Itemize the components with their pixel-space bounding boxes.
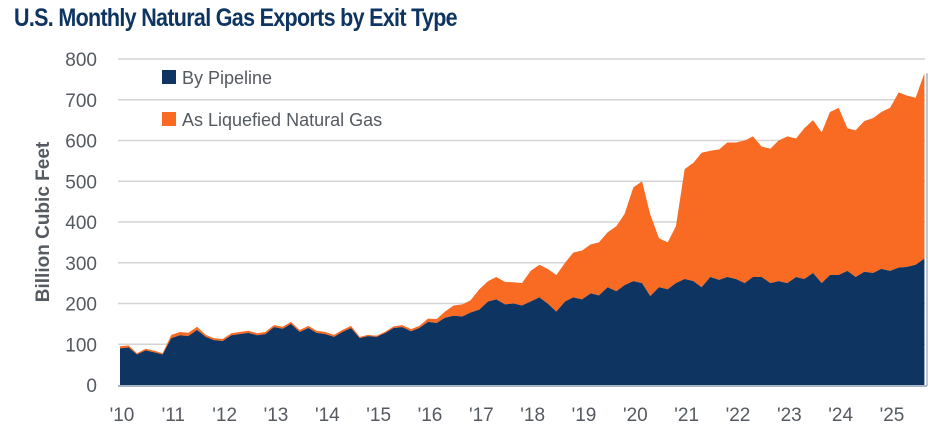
- legend-swatch: [162, 70, 176, 84]
- x-tick-label: '18: [520, 405, 545, 426]
- chart-title: U.S. Monthly Natural Gas Exports by Exit…: [14, 4, 458, 32]
- y-tick-label: 500: [65, 172, 97, 193]
- x-tick-label: '15: [366, 405, 391, 426]
- x-tick-label: '24: [828, 405, 853, 426]
- y-tick-label: 600: [65, 132, 97, 153]
- x-tick-label: '19: [572, 405, 597, 426]
- area-pipeline: [120, 258, 925, 385]
- y-tick-label: 400: [65, 213, 97, 234]
- area-layers: [120, 73, 925, 385]
- y-tick-label: 0: [86, 376, 97, 397]
- x-tick-label: '12: [212, 405, 237, 426]
- x-tick-label: '13: [264, 405, 289, 426]
- x-tick-label: '17: [469, 405, 494, 426]
- x-tick-label: '21: [674, 405, 699, 426]
- y-tick-label: 100: [65, 335, 97, 356]
- legend-label: By Pipeline: [182, 68, 272, 88]
- x-tick-label: '22: [726, 405, 751, 426]
- x-tick-label: '14: [315, 405, 340, 426]
- legend-label: As Liquefied Natural Gas: [182, 110, 382, 130]
- y-tick-label: 300: [65, 254, 97, 275]
- legend-swatch: [162, 112, 176, 126]
- y-tick-label: 700: [65, 91, 97, 112]
- x-tick-label: '23: [777, 405, 802, 426]
- x-tick-labels: '10 '11 '12 '13 '14 '15 '16 '17 '18 '19 '20 '21 '22 '…: [110, 405, 905, 426]
- legend: By Pipeline As Liquefied Natural Gas: [162, 68, 382, 130]
- x-tick-label: '11: [162, 405, 185, 426]
- x-tick-label: '20: [623, 405, 648, 426]
- x-tick-label: '25: [880, 405, 905, 426]
- x-tick-label: '10: [110, 405, 135, 426]
- axes: [118, 73, 928, 387]
- y-tick-label: 200: [65, 295, 97, 316]
- y-tick-labels: 0 100 200 300 400 500 600 700 800: [65, 50, 97, 397]
- area-lng: [120, 73, 925, 355]
- y-axis-label: Billion Cubic Feet: [33, 141, 54, 302]
- y-tick-label: 800: [65, 50, 97, 71]
- x-tick-label: '16: [418, 405, 443, 426]
